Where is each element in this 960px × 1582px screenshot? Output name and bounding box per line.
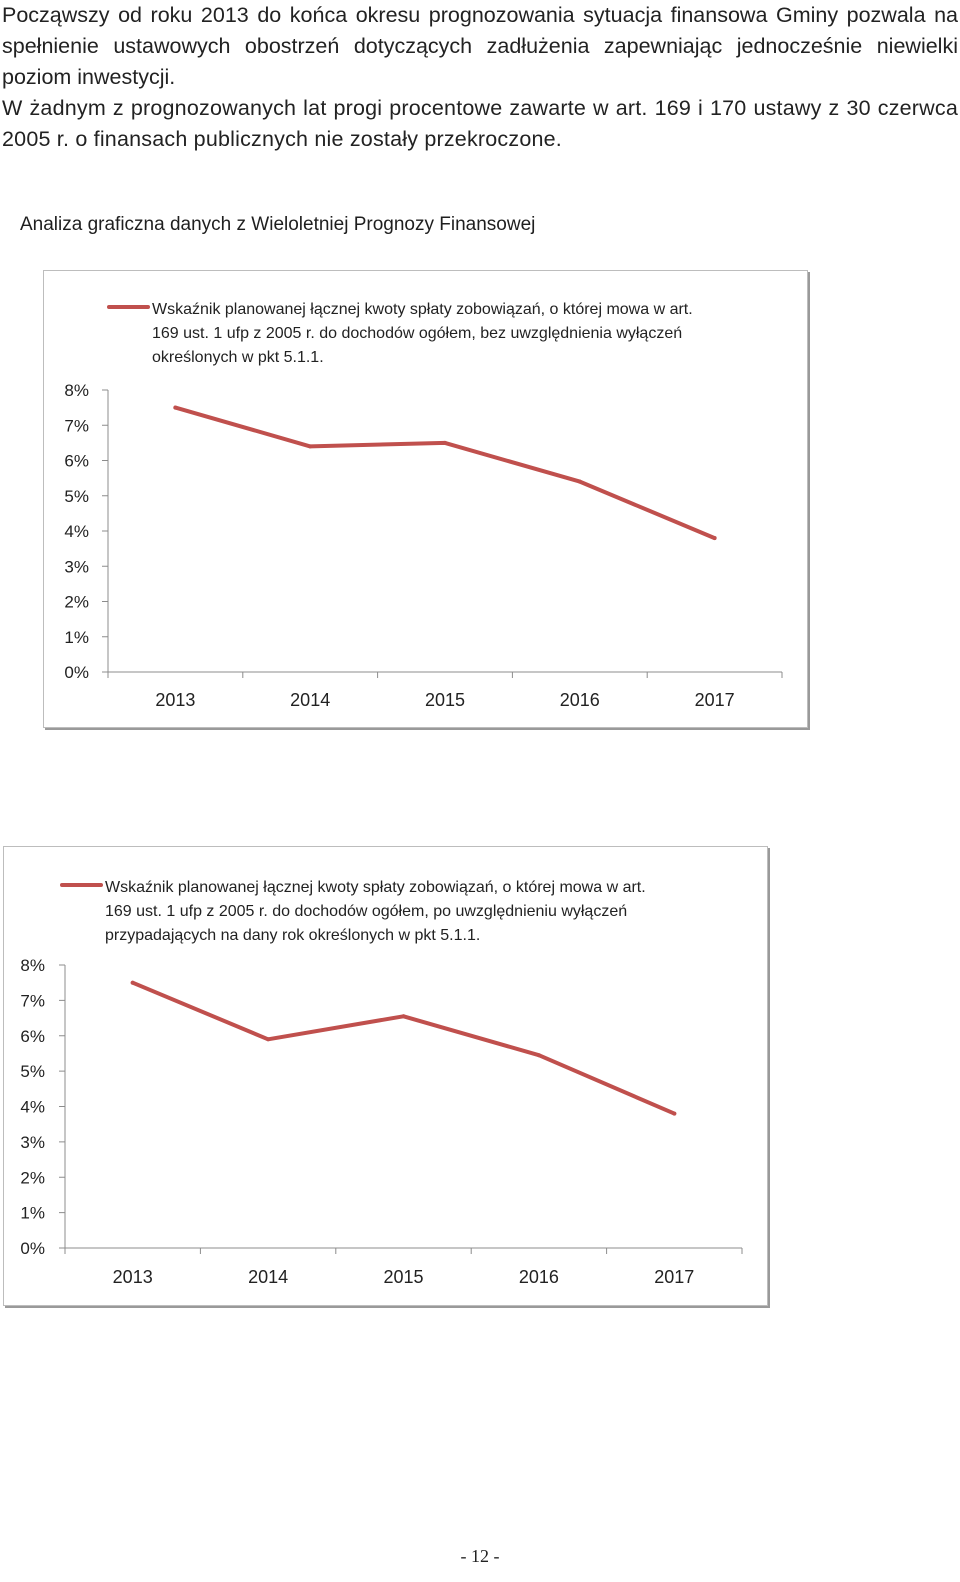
- legend-label: Wskaźnik planowanej łącznej kwoty spłaty…: [105, 879, 646, 896]
- chart-without-exclusions: 0% 1% 2% 3% 4% 5% 6% 7% 8% 2013 2014 2015 2016 2017 Ws…: [43, 270, 808, 728]
- chart-1-svg: 0% 1% 2% 3% 4% 5% 6% 7% 8% 2013 2014 2015 2016 2017 Ws…: [64, 301, 783, 710]
- y-tick-label: 4%: [20, 1098, 45, 1117]
- data-point: [577, 479, 582, 484]
- x-tick-label: 2014: [248, 1267, 288, 1287]
- intro-paragraph-1: Począwszy od roku 2013 do końca okresu p…: [2, 3, 958, 89]
- y-tick-label: 0%: [64, 663, 89, 682]
- y-tick-label: 6%: [64, 452, 89, 471]
- legend-label: 169 ust. 1 ufp z 2005 r. do dochodów ogó…: [105, 903, 627, 920]
- y-tick-label: 1%: [64, 628, 89, 647]
- chart-with-exclusions: 0% 1% 2% 3% 4% 5% 6% 7% 8% 2013 2014 2015 2016 2017 Ws…: [3, 846, 768, 1306]
- y-tick-label: 3%: [64, 557, 89, 576]
- x-tick-label: 2015: [383, 1267, 423, 1287]
- y-tick-label: 7%: [64, 416, 89, 435]
- data-point: [443, 440, 447, 445]
- x-tick-label: 2016: [519, 1267, 559, 1287]
- y-tick-label: 4%: [64, 522, 89, 541]
- y-tick-label: 8%: [20, 956, 45, 975]
- data-point: [712, 536, 717, 541]
- y-tick-label: 2%: [20, 1168, 45, 1187]
- legend-label: 169 ust. 1 ufp z 2005 r. do dochodów ogó…: [152, 325, 682, 342]
- intro-paragraph-2: W żadnym z prognozowanych lat progi proc…: [2, 96, 958, 151]
- y-tick-label: 1%: [20, 1204, 45, 1223]
- series-line: [173, 405, 717, 541]
- page-number: - 12 -: [460, 1546, 500, 1566]
- legend-label: określonych w pkt 5.1.1.: [152, 349, 324, 366]
- legend-label: przypadających na dany rok określonych w…: [105, 927, 480, 944]
- x-tick-label: 2017: [695, 690, 735, 710]
- data-point: [536, 1053, 541, 1058]
- section-title: Analiza graficzna danych z Wieloletniej …: [20, 214, 536, 235]
- y-tick-label: 0%: [20, 1239, 45, 1258]
- legend-label: Wskaźnik planowanej łącznej kwoty spłaty…: [152, 301, 693, 318]
- x-tick-label: 2013: [155, 690, 195, 710]
- data-point: [401, 1014, 406, 1019]
- x-tick-label: 2013: [113, 1267, 153, 1287]
- y-tick-label: 7%: [20, 991, 45, 1010]
- data-point: [308, 444, 313, 449]
- data-point: [672, 1111, 677, 1116]
- x-tick-label: 2015: [425, 690, 465, 710]
- chart-2-svg: 0% 1% 2% 3% 4% 5% 6% 7% 8% 2013 2014 2015 2016 2017 Ws…: [20, 879, 743, 1287]
- x-tick-label: 2016: [560, 690, 600, 710]
- x-tick-label: 2017: [654, 1267, 694, 1287]
- y-tick-label: 5%: [20, 1062, 45, 1081]
- data-point: [266, 1037, 271, 1042]
- intro-text: Począwszy od roku 2013 do końca okresu p…: [2, 0, 958, 155]
- data-point: [130, 980, 135, 985]
- series-line: [130, 980, 677, 1116]
- y-tick-label: 5%: [64, 487, 89, 506]
- y-tick-label: 6%: [20, 1027, 45, 1046]
- y-tick-label: 8%: [64, 381, 89, 400]
- y-tick-label: 3%: [20, 1133, 45, 1152]
- y-tick-label: 2%: [64, 593, 89, 612]
- x-tick-label: 2014: [290, 690, 330, 710]
- data-point: [173, 405, 178, 410]
